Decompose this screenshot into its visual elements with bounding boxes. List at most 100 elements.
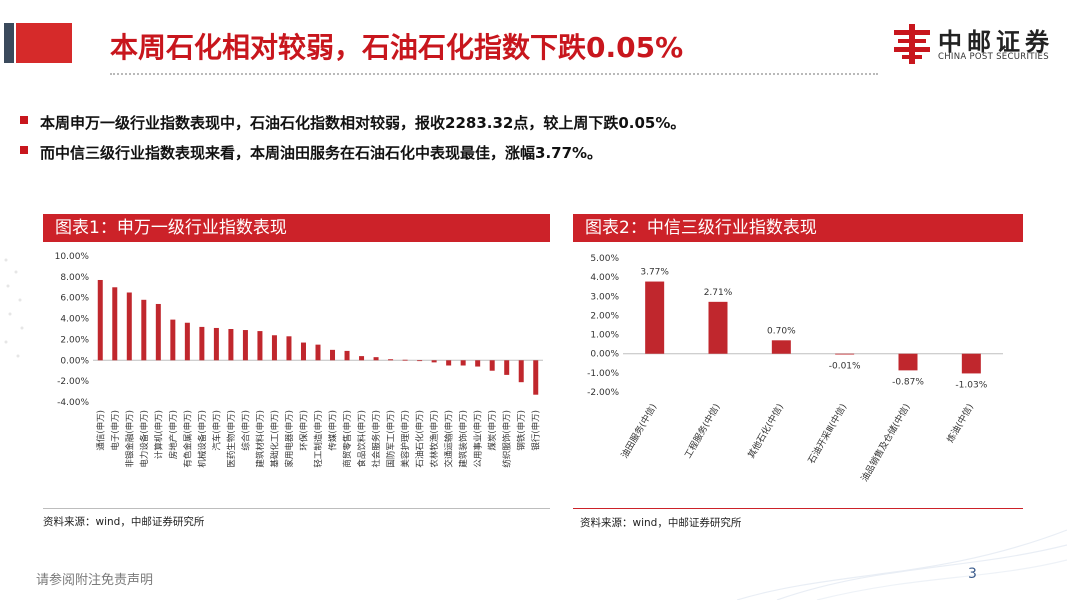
data-label: 0.70%	[767, 326, 796, 336]
y-tick-label: 10.00%	[55, 252, 90, 262]
bar	[460, 360, 466, 366]
bar	[961, 353, 981, 374]
header-accent-red	[16, 23, 72, 63]
category-label: 煤炭(申万)	[487, 410, 498, 451]
bullet-text: 本周申万一级行业指数表现中，石油石化指数相对较弱，报收2283.32点，较上周下…	[40, 114, 686, 132]
category-label: 石油开采Ⅲ(中信)	[805, 402, 849, 466]
bar	[199, 326, 205, 361]
bullet-text: 而中信三级行业指数表现来看，本周油田服务在石油石化中表现最佳，涨幅3.77%。	[40, 144, 603, 162]
category-label: 油田服务(中信)	[618, 402, 659, 461]
page-number: 3	[968, 566, 977, 582]
bar	[315, 344, 321, 361]
bar	[97, 279, 103, 361]
category-label: 炼油(中信)	[944, 402, 976, 445]
bar	[242, 330, 248, 361]
bar	[228, 329, 234, 361]
category-label: 通信(申万)	[95, 410, 106, 451]
bar	[431, 360, 437, 363]
post-logo-icon	[894, 24, 930, 64]
bar	[141, 299, 147, 361]
y-tick-label: -4.00%	[57, 398, 89, 408]
category-label: 传媒(申万)	[328, 410, 339, 451]
category-label: 纺织服饰(申万)	[502, 410, 513, 468]
bar	[112, 287, 118, 361]
data-label: 3.77%	[640, 268, 669, 278]
y-tick-label: 5.00%	[590, 254, 619, 264]
bar	[271, 335, 277, 361]
bar	[373, 357, 379, 361]
background-decoration	[737, 529, 1067, 600]
category-label: 环保(申万)	[298, 410, 309, 451]
chart1-header: 图表1：申万一级行业指数表现	[43, 214, 550, 242]
bar	[446, 360, 452, 366]
bar	[898, 353, 918, 371]
category-label: 公用事业(申万)	[473, 410, 484, 468]
bar	[170, 319, 176, 361]
bar	[835, 353, 855, 355]
bar	[475, 360, 481, 367]
y-tick-label: 2.00%	[590, 311, 619, 321]
category-label: 农林牧渔(申万)	[429, 410, 440, 468]
y-tick-label: -1.00%	[587, 369, 619, 379]
category-label: 医药生物(申万)	[226, 410, 237, 468]
category-label: 油品销售及仓储(中信)	[858, 402, 912, 484]
bar	[489, 360, 495, 371]
bar	[257, 331, 263, 361]
category-label: 建筑装饰(申万)	[458, 410, 469, 468]
category-label: 钢铁(申万)	[516, 410, 527, 451]
category-label: 其他石化(中信)	[745, 402, 786, 461]
y-tick-label: 4.00%	[60, 315, 89, 325]
category-label: 电子(申万)	[110, 410, 121, 451]
bar	[359, 356, 365, 361]
y-tick-label: 4.00%	[590, 273, 619, 283]
category-label: 房地产(申万)	[168, 410, 179, 459]
page-title: 本周石化相对较弱，石油石化指数下跌0.05%	[110, 31, 684, 64]
category-label: 交通运输(申万)	[444, 410, 455, 468]
bar	[213, 327, 219, 361]
data-label: -1.03%	[955, 380, 987, 390]
chart2-source-divider	[573, 508, 1023, 509]
chart1-source: 资料来源：wind，中邮证券研究所	[43, 516, 205, 528]
bar	[533, 360, 539, 395]
y-tick-label: 0.00%	[590, 350, 619, 360]
bar	[518, 360, 524, 383]
data-label: -0.87%	[892, 377, 924, 387]
category-label: 工程服务(中信)	[682, 402, 723, 461]
logo-text-cn: 中邮证券	[938, 28, 1054, 56]
title-divider	[110, 73, 878, 75]
y-tick-label: 1.00%	[590, 331, 619, 341]
bar	[708, 301, 728, 354]
bar	[417, 360, 423, 362]
category-label: 社会服务(申万)	[371, 410, 382, 468]
category-label: 轻工制造(申万)	[313, 410, 324, 468]
category-label: 基础化工(申万)	[269, 410, 280, 468]
bullet-square-icon	[20, 116, 28, 124]
y-tick-label: -2.00%	[587, 388, 619, 398]
category-label: 食品饮料(申万)	[357, 410, 368, 468]
category-label: 石油石化(申万)	[415, 410, 426, 468]
bar	[330, 349, 336, 361]
category-label: 国防军工(申万)	[386, 410, 397, 468]
bar	[286, 336, 292, 361]
bar	[155, 303, 161, 361]
bar	[126, 292, 132, 361]
bar	[184, 322, 190, 361]
chart1-svg: 10.00% 8.00% 6.00% 4.00% 2.00% 0.00% -2.00% -4.…	[55, 252, 543, 468]
bullet-square-icon	[20, 146, 28, 154]
category-label: 家用电器(申万)	[284, 410, 295, 468]
y-tick-label: 6.00%	[60, 294, 89, 304]
category-label: 商贸零售(申万)	[342, 410, 353, 468]
category-label: 建筑材料(申万)	[255, 410, 266, 468]
bar	[388, 359, 394, 361]
y-tick-label: 0.00%	[60, 356, 89, 366]
bar	[300, 342, 306, 361]
bar	[504, 360, 510, 375]
category-label: 汽车(申万)	[211, 410, 222, 451]
company-logo: 中邮证券 CHINA POST SECURITIES	[890, 22, 1060, 66]
y-tick-label: 8.00%	[60, 273, 89, 283]
chart2-source: 资料来源：wind，中邮证券研究所	[580, 517, 742, 529]
logo-text-en: CHINA POST SECURITIES	[938, 52, 1049, 62]
bar	[402, 359, 408, 361]
y-tick-label: 3.00%	[590, 292, 619, 302]
background-decoration-left	[4, 258, 24, 358]
